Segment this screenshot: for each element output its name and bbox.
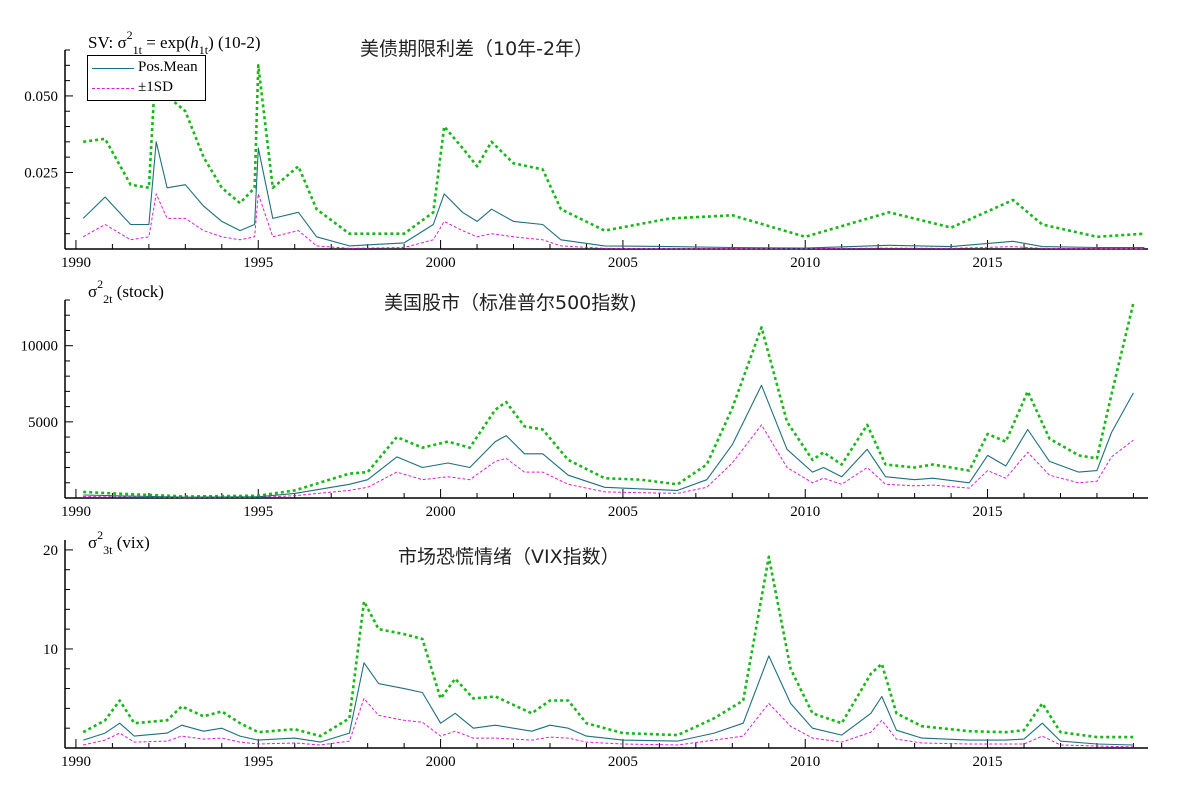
series-mean-line — [83, 655, 1134, 746]
series-upper-1sd-line — [82, 555, 1134, 739]
ylabel-part: 2t — [103, 292, 113, 306]
series-lower-1sd-line — [82, 193, 1145, 250]
ylabel-part: 1t — [132, 43, 142, 57]
panel-2-title: 美国股市（标准普尔500指数) — [384, 292, 637, 314]
y-tick-label: 0.050 — [24, 89, 58, 105]
legend-swatch-sd — [92, 88, 134, 89]
ylabel-part: = exp( — [141, 33, 191, 52]
legend: Pos.Mean ±1SD — [87, 55, 206, 101]
ylabel-part: SV: σ — [88, 33, 127, 52]
ylabel-part: 2 — [97, 528, 104, 542]
x-tick-label: 2010 — [790, 255, 820, 271]
series-lower-1sd-line — [83, 424, 1134, 499]
x-tick-label: 2005 — [608, 255, 638, 271]
legend-label-sd: ±1SD — [138, 79, 173, 95]
panel-2-ylabel: σ22t (stock) — [88, 277, 164, 307]
series-upper-1sd-line — [83, 54, 1145, 239]
x-tick-label: 2010 — [790, 754, 820, 770]
ylabel-part: (stock) — [112, 282, 164, 301]
legend-swatch-mean — [92, 68, 134, 69]
y-tick-label: 0.025 — [24, 165, 58, 181]
x-tick-label: 2015 — [973, 255, 1003, 271]
x-tick-label: 1990 — [61, 255, 91, 271]
ylabel-part: ) (10-2) — [208, 33, 261, 52]
ylabel-part: 2 — [97, 277, 104, 291]
ylabel-part: σ — [88, 533, 98, 552]
panel-3: 10 20 1990 1995 2000 2005 2010 2015 — [43, 540, 1148, 770]
legend-item-sd: ±1SD — [88, 78, 205, 98]
y-tick-label: 5000 — [28, 415, 58, 431]
panel-1-ylabel: SV: σ21t = exp(h1t) (10-2) — [88, 28, 261, 58]
panel-2: 5000 10000 1990 1995 2000 2005 2010 2015 — [21, 299, 1148, 520]
x-tick-label: 2005 — [608, 504, 638, 520]
x-tick-label: 2005 — [608, 754, 638, 770]
series-mean-line — [82, 141, 1145, 249]
x-tick-label: 2015 — [973, 754, 1003, 770]
y-tick-label: 10 — [43, 642, 58, 658]
panel-1: 0.025 0.050 1990 1995 2000 2005 2010 2015 — [24, 49, 1148, 271]
y-tick-label: 10000 — [21, 339, 59, 355]
x-tick-label: 2010 — [790, 504, 820, 520]
panel-1-title: 美债期限利差（10年-2年） — [360, 38, 594, 60]
x-tick-label: 2000 — [426, 255, 456, 271]
x-tick-label: 1995 — [243, 754, 273, 770]
series-mean-line — [83, 384, 1134, 498]
panel-3-title: 市场恐慌情绪（VIX指数） — [398, 546, 620, 568]
x-tick-label: 2015 — [973, 504, 1003, 520]
x-tick-label: 2000 — [426, 504, 456, 520]
ylabel-part: 1t — [198, 43, 209, 57]
ylabel-part: (vix) — [112, 533, 150, 552]
x-tick-label: 1990 — [61, 754, 91, 770]
legend-item-mean: Pos.Mean — [88, 58, 205, 78]
x-tick-label: 1990 — [61, 504, 91, 520]
x-tick-label: 1995 — [243, 255, 273, 271]
series-upper-1sd-line — [83, 302, 1135, 498]
panel-3-ylabel: σ23t (vix) — [88, 528, 150, 558]
y-tick-label: 20 — [43, 543, 58, 559]
x-tick-label: 1995 — [243, 504, 273, 520]
series-lower-1sd-line — [83, 698, 1134, 748]
ylabel-part: 3t — [103, 543, 113, 557]
ylabel-part: σ — [88, 282, 98, 301]
ylabel-part: h — [190, 33, 199, 52]
legend-label-mean: Pos.Mean — [138, 59, 198, 75]
ylabel-part: 2 — [126, 28, 133, 42]
x-tick-label: 2000 — [426, 754, 456, 770]
